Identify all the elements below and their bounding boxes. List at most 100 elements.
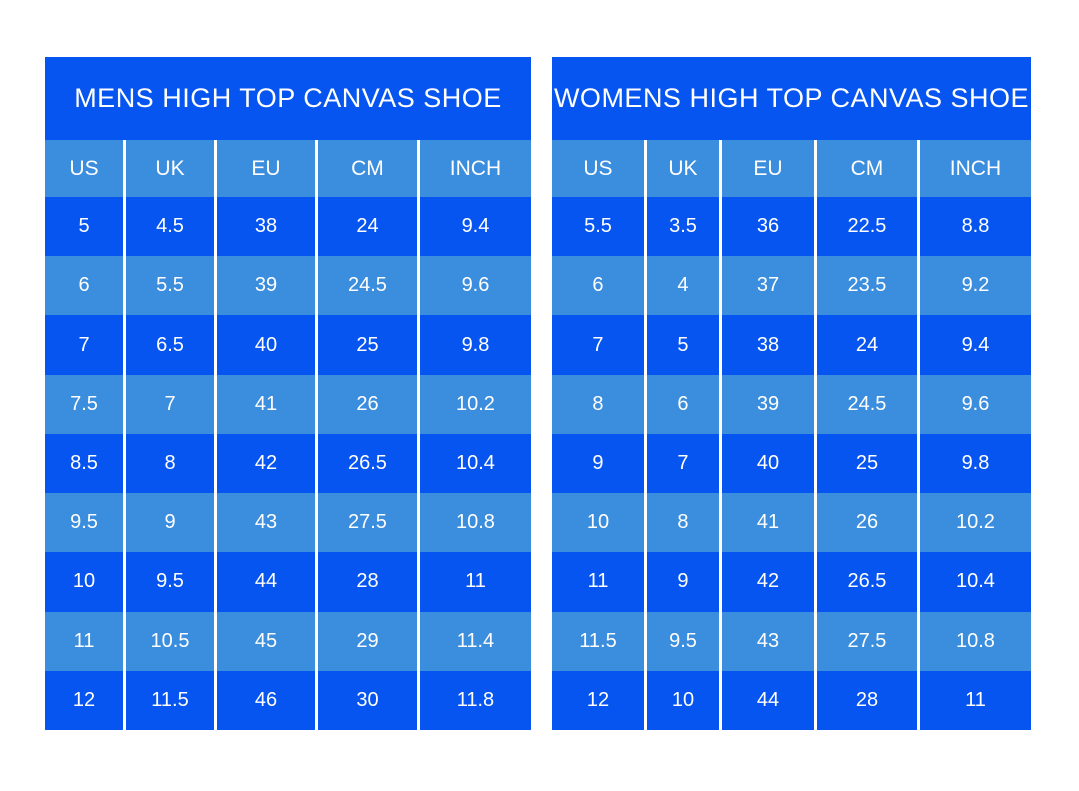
size-cell: 10 (45, 552, 127, 612)
size-cell: 29 (318, 611, 420, 671)
size-cell: 8.8 (961, 215, 990, 238)
size-cell: 8.5 (45, 433, 127, 494)
size-cell: 6.5 (126, 315, 217, 375)
table-row: 8.5 8 42 26.5 10.4 (45, 433, 531, 494)
column-header-uk: UK (647, 140, 722, 197)
size-cell: 11 (965, 688, 986, 711)
size-cell: 5 (45, 197, 127, 257)
table-row: 5.5 3.5 36 22.5 8.8 (552, 197, 1031, 257)
size-cell: 9.6 (461, 274, 490, 297)
table-row: 6 5.5 39 24.5 9.6 (45, 256, 531, 316)
mens-table-rows: 5 4.5 38 24 9.4 6 5.5 39 24.5 9.6 7 6.5 40 25 9.8 7.5 7 4… (45, 197, 531, 730)
size-cell: 43 (722, 611, 817, 671)
size-cell: 8 (647, 493, 722, 553)
column-header-eu: EU (722, 140, 817, 197)
size-cell: 3.5 (647, 197, 722, 257)
mens-size-table: MENS HIGH TOP CANVAS SHOE US UK EU CM INCH 5… (45, 57, 531, 730)
size-cell: 7.5 (45, 374, 127, 434)
womens-header-row: US UK EU CM INCH (552, 140, 1031, 197)
size-cell: 11 (45, 611, 127, 671)
table-row: 12 10 44 28 11 (552, 670, 1031, 730)
size-cell: 26.5 (817, 552, 920, 612)
size-cell: 23.5 (817, 256, 920, 316)
size-cell: 25 (318, 315, 420, 375)
mens-header-row: US UK EU CM INCH (45, 140, 531, 197)
size-cell: 6 (647, 374, 722, 434)
size-cell: 11.4 (456, 629, 495, 652)
size-cell: 40 (217, 315, 318, 375)
size-cell: 43 (217, 493, 318, 553)
size-cell: 12 (552, 670, 647, 730)
column-header-cm: CM (817, 140, 920, 197)
size-cell: 8 (126, 433, 217, 494)
size-cell: 10.2 (956, 511, 995, 534)
size-cell: 27.5 (318, 493, 420, 553)
size-cell: 38 (722, 315, 817, 375)
size-cell: 41 (722, 493, 817, 553)
table-row: 5 4.5 38 24 9.4 (45, 197, 531, 257)
size-cell: 11.5 (126, 670, 217, 730)
size-cell: 26.5 (318, 433, 420, 494)
size-cell: 30 (318, 670, 420, 730)
size-cell: 10.4 (956, 570, 995, 593)
womens-table-rows: 5.5 3.5 36 22.5 8.8 6 4 37 23.5 9.2 7 5 38 24 9.4 8 6 39 2… (552, 197, 1031, 730)
size-cell: 39 (217, 256, 318, 316)
size-cell: 46 (217, 670, 318, 730)
size-cell: 7 (45, 315, 127, 375)
size-cell: 5.5 (126, 256, 217, 316)
size-cell: 24.5 (318, 256, 420, 316)
table-row: 12 11.5 46 30 11.8 (45, 670, 531, 730)
table-row: 9 7 40 25 9.8 (552, 433, 1031, 494)
size-cell: 4 (647, 256, 722, 316)
size-cell: 10.4 (456, 451, 495, 474)
column-header-eu: EU (217, 140, 318, 197)
size-cell: 28 (817, 670, 920, 730)
size-cell: 10.8 (956, 629, 995, 652)
size-cell: 11.8 (456, 688, 495, 711)
column-header-uk: UK (126, 140, 217, 197)
table-row: 7 6.5 40 25 9.8 (45, 315, 531, 375)
womens-size-table: WOMENS HIGH TOP CANVAS SHOE US UK EU CM INCH… (552, 57, 1031, 730)
size-cell: 9.8 (961, 451, 990, 474)
size-cell: 42 (722, 552, 817, 612)
table-row: 7 5 38 24 9.4 (552, 315, 1031, 375)
size-cell: 42 (217, 433, 318, 494)
size-cell: 8 (552, 374, 647, 434)
size-cell: 9 (552, 433, 647, 494)
size-cell: 44 (722, 670, 817, 730)
size-cell: 10 (647, 670, 722, 730)
table-row: 9.5 9 43 27.5 10.8 (45, 493, 531, 553)
size-cell: 25 (817, 433, 920, 494)
size-cell: 9.5 (647, 611, 722, 671)
size-cell: 11 (465, 570, 486, 593)
mens-table-title: MENS HIGH TOP CANVAS SHOE (45, 57, 531, 140)
size-cell: 5 (647, 315, 722, 375)
column-header-us: US (552, 140, 647, 197)
size-cell: 41 (217, 374, 318, 434)
size-cell: 9.5 (126, 552, 217, 612)
table-row: 11 10.5 45 29 11.4 (45, 611, 531, 671)
table-row: 10 9.5 44 28 11 (45, 552, 531, 612)
table-row: 11 9 42 26.5 10.4 (552, 552, 1031, 612)
size-cell: 9.5 (45, 493, 127, 553)
size-cell: 7 (647, 433, 722, 494)
size-cell: 9 (126, 493, 217, 553)
size-cell: 10.2 (456, 392, 495, 415)
table-row: 7.5 7 41 26 10.2 (45, 374, 531, 434)
table-row: 10 8 41 26 10.2 (552, 493, 1031, 553)
table-row: 11.5 9.5 43 27.5 10.8 (552, 611, 1031, 671)
size-cell: 40 (722, 433, 817, 494)
size-cell: 38 (217, 197, 318, 257)
size-cell: 9.6 (961, 392, 990, 415)
size-cell: 6 (552, 256, 647, 316)
size-cell: 26 (318, 374, 420, 434)
column-header-inch: INCH (949, 156, 1002, 180)
size-cell: 10 (552, 493, 647, 553)
size-cell: 28 (318, 552, 420, 612)
size-cell: 7 (552, 315, 647, 375)
size-cell: 5.5 (552, 197, 647, 257)
size-cell: 9.4 (461, 215, 490, 238)
size-cell: 27.5 (817, 611, 920, 671)
size-cell: 12 (45, 670, 127, 730)
column-header-inch: INCH (449, 156, 502, 180)
